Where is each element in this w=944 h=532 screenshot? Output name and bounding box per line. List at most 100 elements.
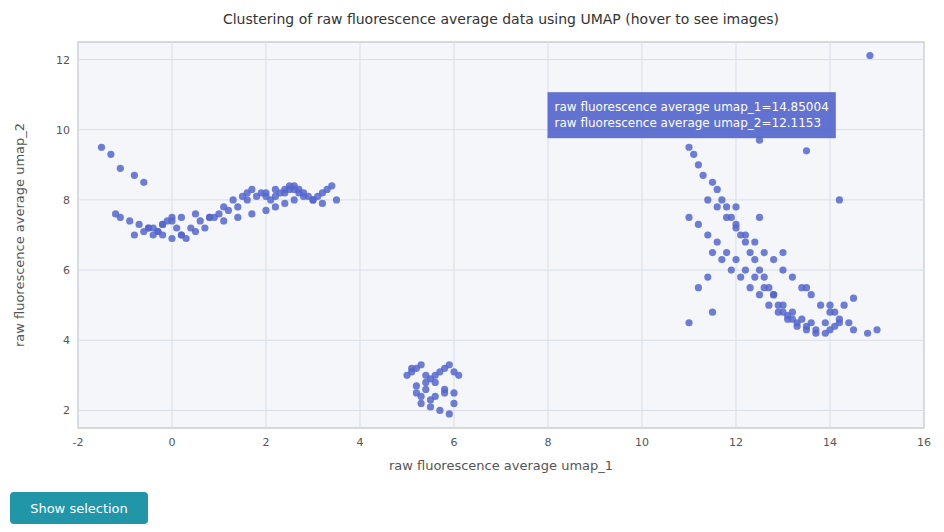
point — [112, 210, 119, 217]
button-label[interactable]: Show selection — [30, 501, 128, 516]
point — [422, 386, 429, 393]
grid-line-y — [78, 270, 924, 271]
chart: -2024681012141624681012Clustering of raw… — [0, 0, 944, 532]
point — [140, 179, 147, 186]
point — [441, 386, 448, 393]
point — [450, 400, 457, 407]
point — [761, 284, 768, 291]
point — [709, 309, 716, 316]
grid-line-x — [360, 42, 361, 428]
point — [272, 203, 279, 210]
grid-line-y — [78, 199, 924, 200]
point — [685, 319, 692, 326]
point — [685, 144, 692, 151]
point — [770, 256, 777, 263]
x-tick-label: 8 — [545, 436, 552, 449]
point — [455, 372, 462, 379]
point — [756, 291, 763, 298]
grid-line-y — [78, 410, 924, 411]
point — [728, 266, 735, 273]
point — [159, 221, 166, 228]
point — [333, 196, 340, 203]
point — [168, 235, 175, 242]
point — [281, 200, 288, 207]
point — [864, 330, 871, 337]
point — [418, 393, 425, 400]
point — [215, 210, 222, 217]
point — [422, 372, 429, 379]
point — [178, 231, 185, 238]
point — [695, 284, 702, 291]
point — [850, 326, 857, 333]
point — [244, 196, 251, 203]
tooltip-box — [548, 92, 836, 138]
point — [197, 217, 204, 224]
point — [131, 172, 138, 179]
point — [427, 403, 434, 410]
point — [779, 302, 786, 309]
point — [319, 200, 326, 207]
point — [140, 228, 147, 235]
tooltip: raw fluorescence average umap_1=14.85004… — [548, 92, 836, 138]
y-tick-label: 4 — [63, 334, 70, 347]
x-axis-label: raw fluorescence average umap_1 — [389, 458, 613, 473]
point — [808, 291, 815, 298]
point — [775, 309, 782, 316]
x-tick-label: 6 — [451, 436, 458, 449]
point — [747, 249, 754, 256]
point — [718, 196, 725, 203]
y-tick-label: 6 — [63, 264, 70, 277]
point — [784, 316, 791, 323]
point — [718, 256, 725, 263]
x-tick-label: 4 — [357, 436, 364, 449]
point — [794, 323, 801, 330]
point — [751, 256, 758, 263]
point — [150, 224, 157, 231]
point — [253, 193, 260, 200]
point — [742, 231, 749, 238]
point — [173, 224, 180, 231]
point — [841, 302, 848, 309]
point — [836, 196, 843, 203]
point — [262, 189, 269, 196]
x-tick-label: 16 — [917, 436, 931, 449]
point — [230, 196, 237, 203]
point — [178, 214, 185, 221]
point — [789, 274, 796, 281]
point — [168, 217, 175, 224]
point — [291, 196, 298, 203]
y-tick-label: 12 — [56, 54, 70, 67]
point — [136, 221, 143, 228]
x-tick-label: 12 — [729, 436, 743, 449]
point — [695, 161, 702, 168]
point — [779, 266, 786, 273]
title: Clustering of raw fluorescence average d… — [223, 11, 779, 27]
point — [450, 389, 457, 396]
x-tick-label: 2 — [263, 436, 270, 449]
point — [131, 231, 138, 238]
point — [714, 186, 721, 193]
point — [704, 196, 711, 203]
point — [803, 326, 810, 333]
point — [798, 316, 805, 323]
button-background[interactable] — [10, 492, 148, 524]
grid-line-x — [924, 42, 925, 428]
tooltip-text: raw fluorescence average umap_2=12.1153 — [555, 116, 822, 130]
point — [225, 207, 232, 214]
point — [845, 319, 852, 326]
point — [751, 274, 758, 281]
point — [432, 379, 439, 386]
point — [732, 203, 739, 210]
point — [418, 361, 425, 368]
button[interactable]: Show selection — [10, 492, 148, 524]
point — [690, 151, 697, 158]
tick-labels: -2024681012141624681012 — [56, 54, 931, 449]
point — [850, 295, 857, 302]
point — [272, 186, 279, 193]
point — [751, 238, 758, 245]
point — [761, 249, 768, 256]
point — [700, 172, 707, 179]
point — [822, 319, 829, 326]
point — [873, 326, 880, 333]
point — [234, 214, 241, 221]
